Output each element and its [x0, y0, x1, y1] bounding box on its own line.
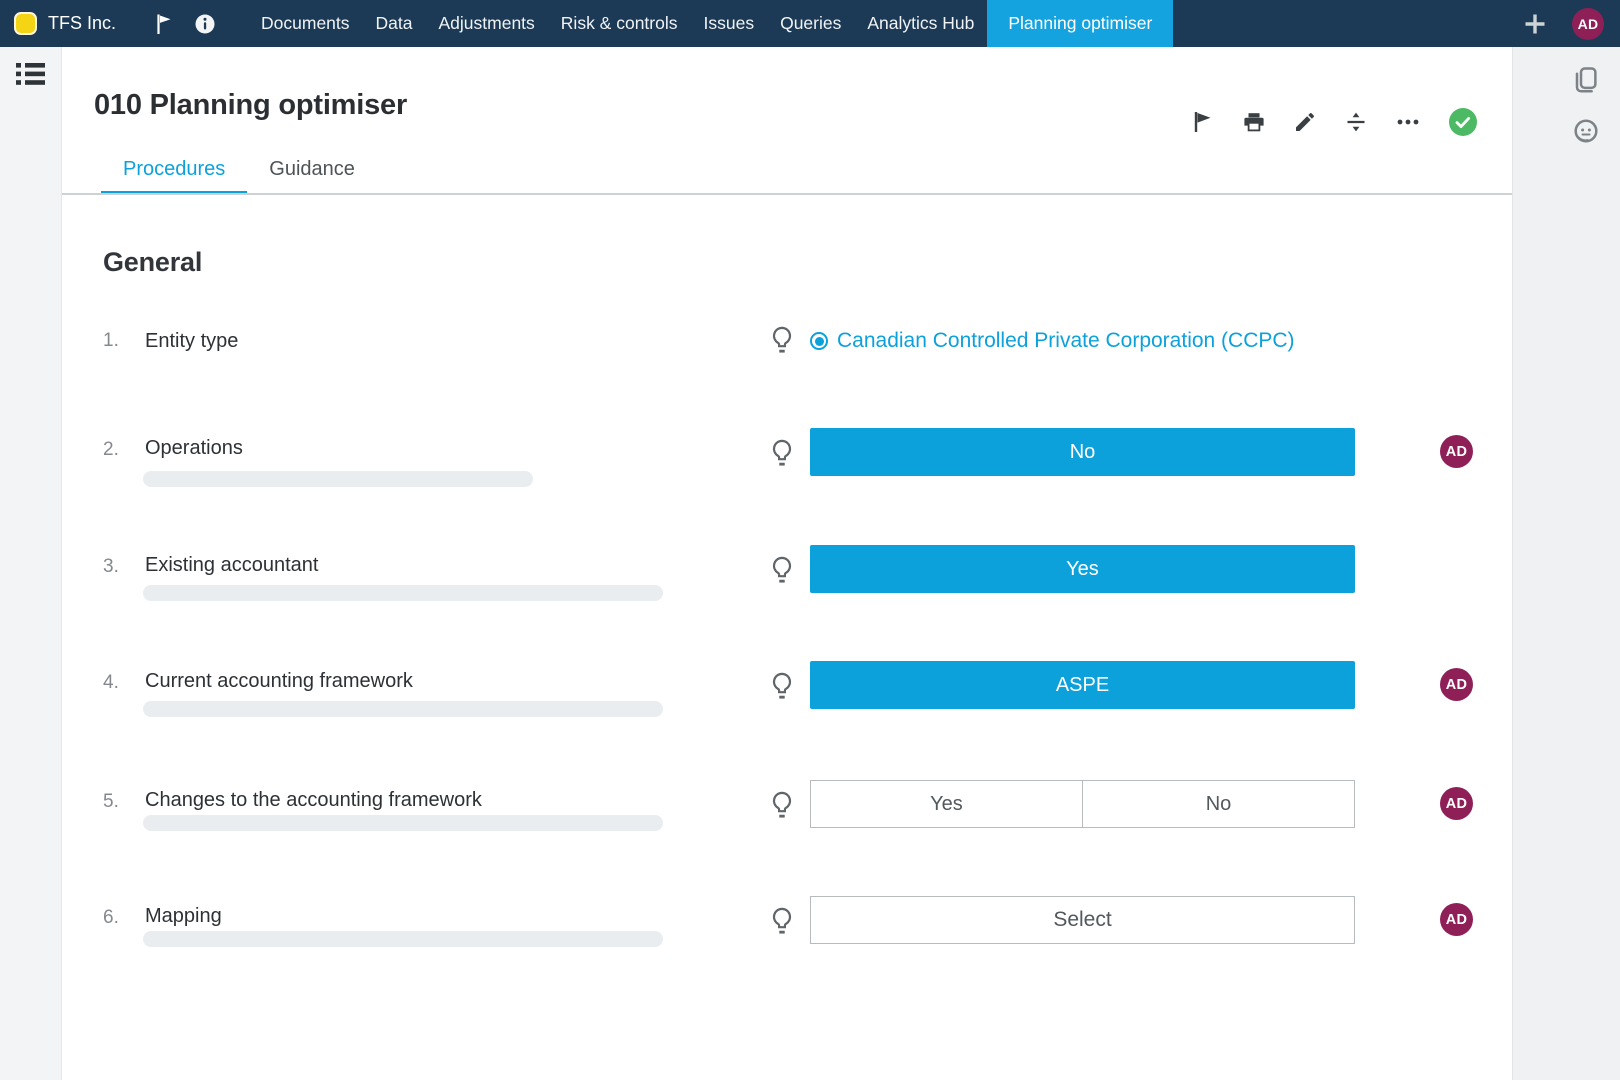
mapping-select-dropdown[interactable]: Select: [810, 896, 1355, 944]
nav-item-queries[interactable]: Queries: [780, 13, 842, 33]
question-number: 4.: [103, 672, 119, 693]
user-avatar[interactable]: AD: [1572, 7, 1604, 40]
question-number: 6.: [103, 907, 119, 928]
tab-bar: Procedures Guidance: [101, 156, 377, 194]
question-label: Existing accountant: [145, 554, 319, 576]
edit-icon[interactable]: [1293, 110, 1317, 134]
main-menu: Documents Data Adjustments Risk & contro…: [248, 0, 1174, 47]
radio-selected-icon[interactable]: [810, 332, 828, 350]
question-row-operations: 2. Operations No AD: [62, 428, 1512, 476]
question-number: 1.: [103, 330, 119, 351]
question-row-mapping: 6. Mapping Select AD: [62, 896, 1512, 944]
question-label: Current accounting framework: [145, 670, 413, 692]
question-row-existing-accountant: 3. Existing accountant Yes: [62, 545, 1512, 593]
documents-panel-icon[interactable]: [1571, 65, 1601, 100]
print-icon[interactable]: [1242, 110, 1266, 134]
section-title: General: [103, 247, 203, 277]
brand[interactable]: TFS Inc.: [0, 0, 116, 47]
add-icon[interactable]: [1511, 10, 1559, 38]
entity-type-value[interactable]: Canadian Controlled Private Corporation …: [837, 329, 1295, 352]
question-number: 2.: [103, 439, 119, 460]
nav-item-documents[interactable]: Documents: [261, 13, 350, 33]
guidance-icon[interactable]: [769, 790, 795, 825]
right-sidebar: [1512, 47, 1620, 1080]
question-label: Mapping: [145, 905, 222, 927]
answered-by-avatar: AD: [1440, 787, 1473, 820]
placeholder-bar: [143, 471, 533, 487]
info-icon[interactable]: [184, 0, 226, 47]
page-title: 010 Planning optimiser: [94, 89, 408, 121]
nav-item-planning-optimiser[interactable]: Planning optimiser: [987, 0, 1174, 47]
nav-item-risk-controls[interactable]: Risk & controls: [560, 13, 678, 33]
placeholder-bar: [143, 701, 663, 717]
tab-divider: [62, 193, 1512, 195]
nav-item-data[interactable]: Data: [375, 13, 413, 33]
guidance-icon[interactable]: [769, 555, 795, 590]
framework-changes-options: Yes No: [810, 780, 1355, 828]
question-label: Changes to the accounting framework: [145, 789, 482, 811]
tab-guidance[interactable]: Guidance: [269, 158, 355, 180]
nav-item-analytics-hub[interactable]: Analytics Hub: [867, 13, 975, 33]
document-toolbar: [1191, 107, 1478, 137]
brand-logo-icon: [14, 12, 37, 35]
question-row-framework-changes: 5. Changes to the accounting framework Y…: [62, 780, 1512, 828]
navbar-right: AD: [1511, 0, 1620, 47]
nav-item-adjustments[interactable]: Adjustments: [438, 13, 535, 33]
placeholder-bar: [143, 931, 663, 947]
answered-by-avatar: AD: [1440, 668, 1473, 701]
guidance-icon[interactable]: [769, 906, 795, 941]
entity-type-answer: Canadian Controlled Private Corporation …: [810, 327, 1295, 355]
main-content: 010 Planning optimiser: [62, 47, 1512, 1080]
option-no-button[interactable]: No: [1082, 780, 1355, 828]
more-icon[interactable]: [1395, 110, 1421, 134]
tab-procedures[interactable]: Procedures: [101, 156, 248, 194]
question-row-current-framework: 4. Current accounting framework ASPE AD: [62, 661, 1512, 709]
support-bot-icon[interactable]: [1571, 117, 1601, 152]
operations-answer-button[interactable]: No: [810, 428, 1355, 476]
question-row-entity-type: 1. Entity type Canadian Controlled Priva…: [62, 326, 1512, 355]
flag-icon[interactable]: [144, 0, 184, 47]
nav-item-issues[interactable]: Issues: [703, 13, 755, 33]
question-label: Operations: [145, 437, 243, 459]
guidance-icon[interactable]: [769, 671, 795, 706]
top-navbar: TFS Inc. Documents Data Adjustments Risk…: [0, 0, 1620, 47]
question-label: Entity type: [145, 330, 239, 352]
status-complete-icon[interactable]: [1448, 107, 1478, 137]
placeholder-bar: [143, 585, 663, 601]
question-number: 5.: [103, 791, 119, 812]
answered-by-avatar: AD: [1440, 903, 1473, 936]
answered-by-avatar: AD: [1440, 435, 1473, 468]
left-sidebar: [0, 47, 62, 1080]
question-number: 3.: [103, 556, 119, 577]
guidance-icon[interactable]: [769, 438, 795, 473]
option-yes-button[interactable]: Yes: [810, 780, 1083, 828]
guidance-icon[interactable]: [769, 325, 795, 360]
existing-accountant-answer-button[interactable]: Yes: [810, 545, 1355, 593]
placeholder-bar: [143, 815, 663, 831]
expand-icon[interactable]: [1344, 110, 1368, 134]
current-framework-answer-button[interactable]: ASPE: [810, 661, 1355, 709]
flag-document-icon[interactable]: [1191, 110, 1215, 134]
brand-name: TFS Inc.: [48, 13, 117, 33]
document-list-icon[interactable]: [15, 61, 46, 92]
